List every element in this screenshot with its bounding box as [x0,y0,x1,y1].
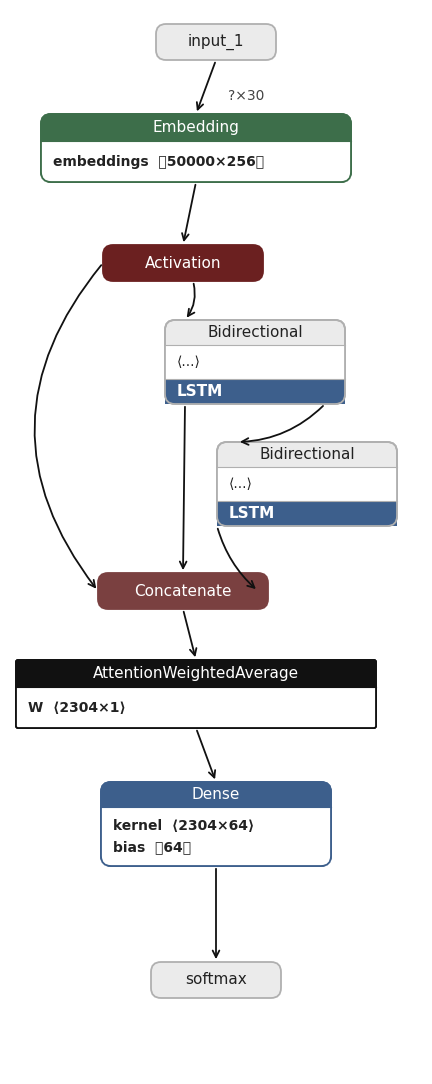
Bar [101,808,331,866]
Text: LSTM: LSTM [229,506,275,521]
Bar [217,501,397,526]
Bar [41,141,351,182]
Text: kernel  ⟨2304×64⟩: kernel ⟨2304×64⟩ [113,820,254,833]
Text: W  ⟨2304×1⟩: W ⟨2304×1⟩ [28,700,126,714]
Text: ⟨...⟩: ⟨...⟩ [177,354,201,369]
Text: Activation: Activation [145,256,221,271]
FancyBboxPatch shape [217,442,397,526]
Text: Dense: Dense [192,787,240,802]
FancyBboxPatch shape [151,962,281,998]
Bar [217,467,397,501]
Text: ⟨...⟩: ⟨...⟩ [229,477,253,491]
FancyBboxPatch shape [41,114,351,182]
FancyBboxPatch shape [16,660,376,728]
Text: Concatenate: Concatenate [134,583,232,598]
Text: LSTM: LSTM [177,384,223,399]
Bar [16,687,376,728]
FancyBboxPatch shape [156,24,276,60]
FancyBboxPatch shape [98,573,268,609]
Bar [165,378,345,404]
Text: bias  〈64〉: bias 〈64〉 [113,840,191,854]
Bar [165,345,345,378]
Text: Embedding: Embedding [152,120,239,136]
FancyBboxPatch shape [165,320,345,404]
Text: ?×30: ?×30 [228,89,264,103]
Text: AttentionWeightedAverage: AttentionWeightedAverage [93,666,299,681]
Text: embeddings  〈50000×256〉: embeddings 〈50000×256〉 [53,155,264,169]
FancyBboxPatch shape [101,782,331,866]
FancyBboxPatch shape [103,245,263,281]
Text: Bidirectional: Bidirectional [259,447,355,462]
Text: input_1: input_1 [188,34,244,50]
Text: softmax: softmax [185,972,247,988]
Text: Bidirectional: Bidirectional [207,325,303,340]
